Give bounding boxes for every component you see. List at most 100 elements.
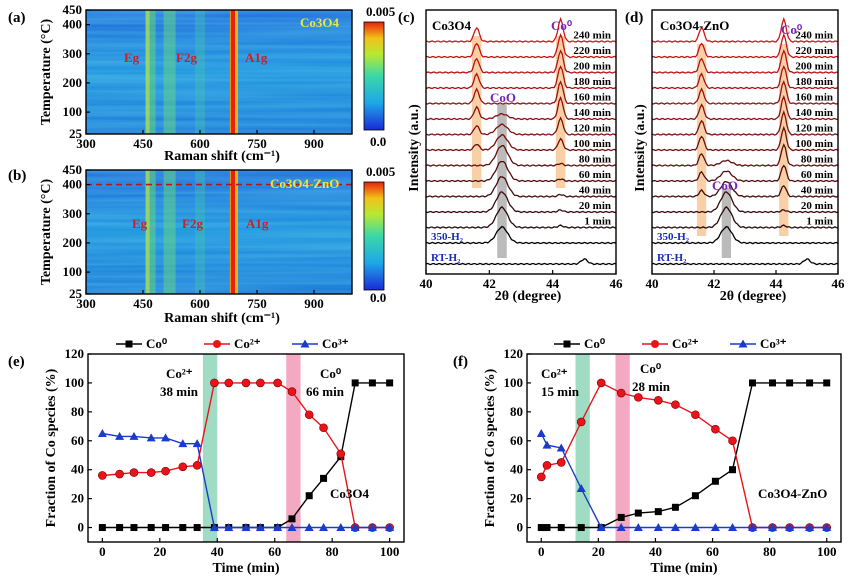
orange-band: [471, 36, 482, 188]
panel-b-material: Co3O4-ZnO: [270, 176, 339, 191]
data-point-co0: [320, 474, 328, 482]
data-point-co2: [273, 378, 282, 388]
y-tick-label: 25: [69, 286, 83, 301]
x-axis-label: Time (min): [650, 561, 717, 576]
data-point-co3: [97, 429, 107, 438]
panel-d-label: (d): [625, 10, 643, 26]
y-tick-label: 200: [63, 235, 83, 250]
peak-band: [145, 10, 150, 134]
y-tick-label: 100: [63, 104, 83, 119]
peak-band: [195, 170, 205, 294]
panel-b-peak-a1g: A1g: [246, 216, 269, 231]
data-point-co2: [210, 378, 219, 388]
data-point-co3: [115, 431, 125, 440]
data-point-co3: [350, 523, 360, 532]
curve-label: 60 min: [579, 169, 611, 181]
data-point-co3: [178, 439, 188, 448]
peak-band: [230, 10, 238, 134]
data-point-co0: [98, 524, 106, 532]
data-point-co3: [633, 523, 643, 532]
xrd-curve: [425, 258, 617, 266]
xrd-curve: [651, 94, 838, 121]
x-tick-label: 20: [592, 544, 605, 559]
data-point-co0: [130, 524, 138, 532]
xrd-curve: [651, 32, 839, 59]
y-tick-label: 400: [63, 177, 83, 192]
data-point-co2: [224, 378, 234, 388]
panel-c-coo-label: CoO: [490, 90, 516, 105]
curve-label: 220 min: [573, 45, 611, 57]
gray-band: [721, 188, 732, 258]
panel-c-ylabel: Intensity (a.u.): [407, 104, 422, 192]
xrd-curve: [651, 191, 839, 214]
x-tick-label: 600: [190, 136, 210, 151]
panel-b-peak-f2g: F2g: [182, 216, 203, 231]
legend-label: Co³⁺: [760, 336, 787, 351]
x-tick-label: 40: [646, 276, 659, 291]
curve-label: 120 min: [573, 123, 611, 135]
panel-f-co0-annotation: Co⁰: [640, 361, 662, 376]
data-point-co3: [690, 523, 700, 532]
data-point-co3: [748, 523, 758, 532]
data-point-co0: [749, 379, 757, 387]
data-point-co3: [161, 433, 171, 442]
x-tick-label: 0: [99, 544, 106, 559]
panel-f-co2-time: 15 min: [541, 384, 580, 399]
panel-a-ylabel: Temperature (°C): [39, 19, 54, 126]
panel-b-label: (b): [8, 168, 26, 184]
peak-band: [163, 170, 176, 294]
panel-a-xlabel: Raman shift (cm⁻¹): [164, 149, 280, 164]
data-point-co3: [287, 523, 297, 532]
data-point-co2: [336, 449, 346, 459]
panel-f-material: Co3O4-ZnO: [758, 486, 827, 501]
legend-label: Co⁰: [584, 336, 606, 351]
curve-label: 100 min: [795, 138, 833, 150]
curve-label: 40 min: [579, 185, 611, 197]
data-point-co3: [822, 523, 832, 532]
y-tick-label: 60: [510, 433, 523, 448]
data-point-co3: [616, 523, 626, 532]
data-point-co3: [129, 431, 139, 440]
data-point-co3: [192, 439, 202, 448]
panel-b-ylabel: Temperature (°C): [39, 179, 54, 286]
y-axis-label: Fraction of Co species (%): [44, 368, 59, 527]
curve-label: 20 min: [579, 200, 611, 212]
data-point-co0: [305, 492, 313, 500]
xrd-curve: [651, 143, 839, 167]
data-point-co0: [823, 379, 831, 387]
data-point-co2: [542, 461, 552, 470]
data-point-co2: [576, 417, 586, 427]
panel-f-co2-annotation: Co²⁺: [541, 366, 568, 381]
panel-a-colorbar-max: 0.005: [366, 4, 396, 19]
panel-e-plot: 0 20 40 60 80 100 0 20 40 60 80 100 120 Time (min) Fra…: [44, 336, 405, 576]
xrd-curve: [425, 176, 617, 198]
peak-band: [195, 10, 205, 134]
y-tick-label: 200: [63, 75, 83, 90]
panel-b-heatmap-noise: [86, 170, 352, 294]
curve-label: RT-H₂: [657, 252, 687, 264]
x-tick-label: 750: [247, 296, 267, 311]
x-tick-label: 80: [763, 544, 776, 559]
data-point-co2: [536, 472, 546, 482]
y-tick-label: 60: [71, 433, 84, 448]
data-point-co3: [653, 523, 663, 532]
xrd-curve: [651, 65, 839, 90]
data-point-co0: [386, 379, 394, 387]
data-point-co3: [542, 440, 552, 449]
curve-label: 40 min: [801, 185, 833, 197]
xrd-curve: [652, 125, 839, 152]
green-band: [202, 354, 218, 542]
panel-a-peak-f2g: F2g: [176, 50, 197, 65]
y-tick-label: 300: [63, 206, 83, 221]
panel-b-xlabel: Raman shift (cm⁻¹): [164, 311, 280, 326]
panel-b-peak-bands: [145, 170, 238, 294]
curve-label: 1 min: [806, 216, 833, 228]
data-point-co0: [116, 524, 124, 532]
data-point-co3: [596, 523, 606, 532]
peak-band: [145, 170, 156, 294]
panel-d-coo-label: CoO: [712, 178, 738, 193]
